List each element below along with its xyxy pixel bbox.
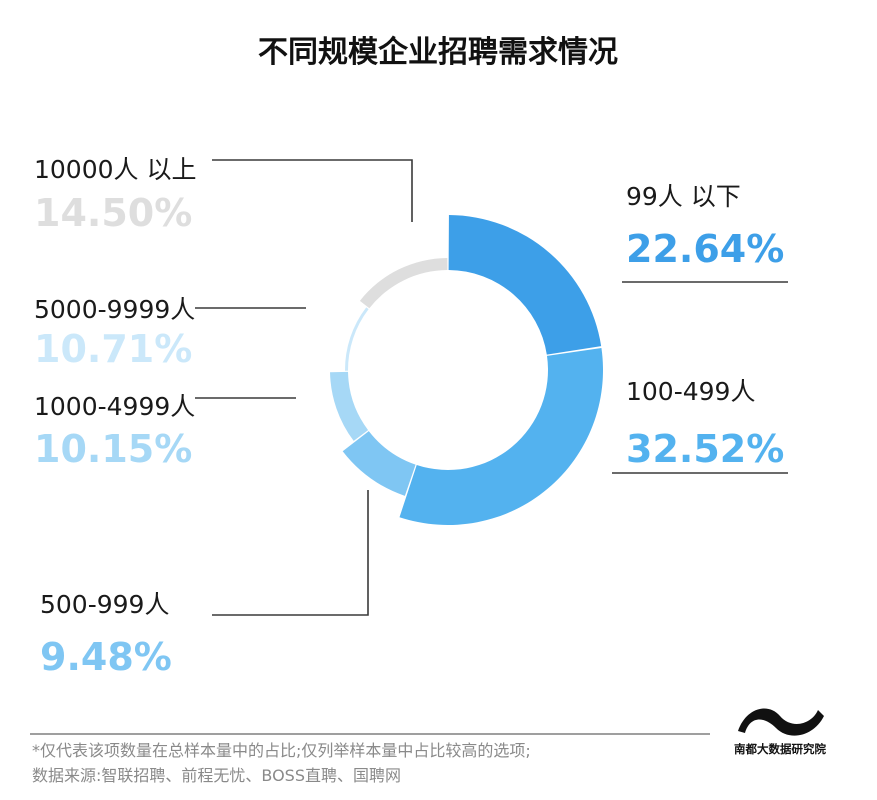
category-label-4: 1000-4999人 xyxy=(34,392,195,421)
category-label-2: 100-499人 xyxy=(626,377,755,406)
leader-lines xyxy=(195,159,788,616)
donut-slice-3 xyxy=(342,431,416,496)
donut-slices xyxy=(330,215,604,526)
leader-line-6 xyxy=(212,159,413,222)
footnote-line-2: 数据来源:智联招聘、前程无忧、BOSS直聘、国聘网 xyxy=(32,766,401,785)
wave-logo-icon xyxy=(738,708,824,736)
donut-slice-4 xyxy=(330,371,369,441)
value-label-3: 9.48% xyxy=(40,635,172,679)
slice-labels: 99人 以下 22.64% 100-499人 32.52% 500-999人 9.48% 1… xyxy=(34,155,784,679)
value-label-4: 10.15% xyxy=(34,427,192,471)
brand-name: 南都大数据研究院 xyxy=(734,742,826,756)
value-label-1: 22.64% xyxy=(626,227,784,271)
donut-slice-6 xyxy=(359,258,448,309)
leader-line-3 xyxy=(212,490,369,616)
footnote-line-1: *仅代表该项数量在总样本量中的占比;仅列举样本量中占比较高的选项; xyxy=(32,741,531,760)
value-label-2: 32.52% xyxy=(626,427,784,471)
category-label-6: 10000人 以上 xyxy=(34,155,196,184)
donut-slice-1 xyxy=(448,215,602,355)
brand-logo: 南都大数据研究院 xyxy=(734,708,826,756)
value-label-5: 10.71% xyxy=(34,327,192,371)
donut-slice-2 xyxy=(399,348,604,526)
category-label-1: 99人 以下 xyxy=(626,182,741,211)
chart-title: 不同规模企业招聘需求情况 xyxy=(258,35,618,70)
category-label-3: 500-999人 xyxy=(40,590,169,619)
donut-slice-5 xyxy=(345,307,369,371)
value-label-6: 14.50% xyxy=(34,191,192,235)
category-label-5: 5000-9999人 xyxy=(34,295,195,324)
